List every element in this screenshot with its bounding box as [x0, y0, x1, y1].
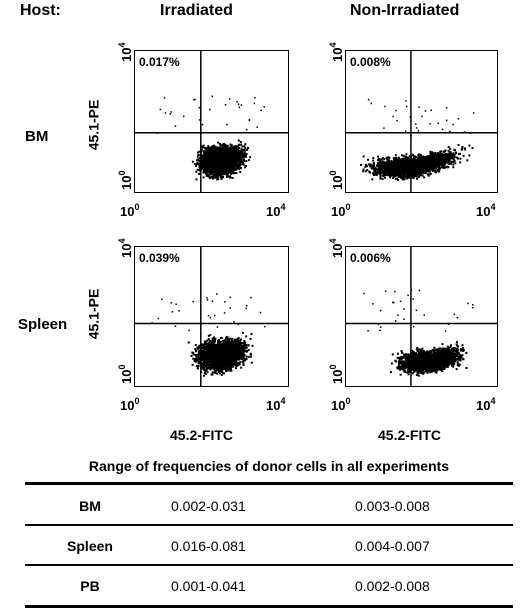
non-irradiated-header: Non-Irradiated	[350, 2, 460, 19]
y-tick-high: 104	[117, 42, 134, 62]
table-rule	[25, 524, 513, 526]
x-tick-low: 100	[331, 396, 351, 413]
frequency-label: 0.008%	[350, 55, 391, 69]
row-label-spleen: Spleen	[18, 316, 68, 333]
row-label-bm: BM	[25, 128, 49, 145]
y-tick-low: 100	[117, 364, 134, 384]
event-cloud	[135, 51, 288, 192]
table-title: Range of frequencies of donor cells in a…	[88, 458, 450, 474]
scatter-plot-bm-non-irradiated: 0.008%	[345, 50, 498, 193]
x-tick-high: 104	[476, 202, 496, 219]
x-tick-high: 104	[266, 202, 286, 219]
y-tick-low: 100	[328, 170, 345, 190]
x-tick-low: 100	[120, 202, 140, 219]
table-cell: 0.001-0.041	[171, 578, 246, 594]
table-cell: 0.016-0.081	[171, 538, 246, 554]
y-tick-high: 104	[328, 238, 345, 258]
table-cell: 0.003-0.008	[355, 498, 430, 514]
event-cloud	[135, 247, 288, 386]
table-rule	[25, 564, 513, 566]
host-label: Host:	[20, 2, 61, 19]
event-cloud	[346, 247, 497, 386]
x-axis-title: 45.2-FITC	[170, 427, 234, 443]
frequency-label: 0.039%	[139, 251, 180, 265]
table-cell: 0.002-0.031	[171, 498, 246, 514]
x-tick-low: 100	[331, 202, 351, 219]
table-rule-bottom	[25, 605, 513, 608]
table-row-label: BM	[79, 498, 101, 514]
x-tick-high: 104	[266, 396, 286, 413]
x-tick-low: 100	[120, 396, 140, 413]
y-axis-title: 45.1-PE	[85, 288, 102, 340]
scatter-plot-spleen-irradiated: 0.039%	[134, 246, 289, 387]
event-cloud	[346, 51, 497, 192]
y-tick-high: 104	[328, 42, 345, 62]
table-cell: 0.002-0.008	[355, 578, 430, 594]
x-tick-high: 104	[476, 396, 496, 413]
frequency-label: 0.017%	[139, 55, 180, 69]
scatter-plot-spleen-non-irradiated: 0.006%	[345, 246, 498, 387]
y-tick-high: 104	[117, 238, 134, 258]
table-rule-top	[25, 482, 513, 485]
y-tick-low: 100	[328, 364, 345, 384]
table-cell: 0.004-0.007	[355, 538, 430, 554]
irradiated-header: Irradiated	[160, 2, 233, 19]
y-axis-title: 45.1-PE	[85, 99, 102, 151]
scatter-plot-bm-irradiated: 0.017%	[134, 50, 289, 193]
table-row-label: PB	[80, 578, 100, 594]
table-row-label: Spleen	[67, 538, 113, 554]
x-axis-title: 45.2-FITC	[378, 427, 442, 443]
frequency-label: 0.006%	[350, 251, 391, 265]
y-tick-low: 100	[117, 170, 134, 190]
